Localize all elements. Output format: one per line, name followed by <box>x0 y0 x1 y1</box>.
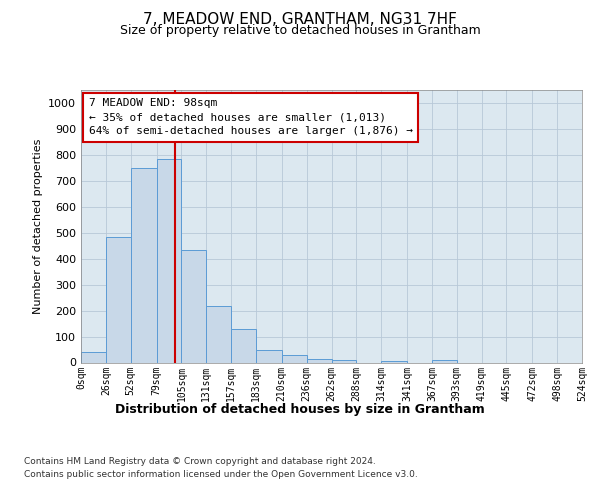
Bar <box>81 352 106 362</box>
Bar <box>131 168 157 362</box>
Bar <box>206 306 231 362</box>
Bar <box>106 236 131 362</box>
Bar <box>381 360 407 362</box>
Text: Distribution of detached houses by size in Grantham: Distribution of detached houses by size … <box>115 402 485 415</box>
Bar <box>231 330 256 362</box>
Text: 7 MEADOW END: 98sqm
← 35% of detached houses are smaller (1,013)
64% of semi-det: 7 MEADOW END: 98sqm ← 35% of detached ho… <box>89 98 413 136</box>
Bar <box>282 356 307 362</box>
Bar <box>432 360 457 362</box>
Bar <box>331 360 356 362</box>
Bar <box>256 350 282 362</box>
Y-axis label: Number of detached properties: Number of detached properties <box>32 138 43 314</box>
Bar <box>307 358 331 362</box>
Text: Size of property relative to detached houses in Grantham: Size of property relative to detached ho… <box>119 24 481 37</box>
Text: 7, MEADOW END, GRANTHAM, NG31 7HF: 7, MEADOW END, GRANTHAM, NG31 7HF <box>143 12 457 28</box>
Text: Contains public sector information licensed under the Open Government Licence v3: Contains public sector information licen… <box>24 470 418 479</box>
Bar <box>181 250 206 362</box>
Text: Contains HM Land Registry data © Crown copyright and database right 2024.: Contains HM Land Registry data © Crown c… <box>24 458 376 466</box>
Bar <box>157 159 181 362</box>
